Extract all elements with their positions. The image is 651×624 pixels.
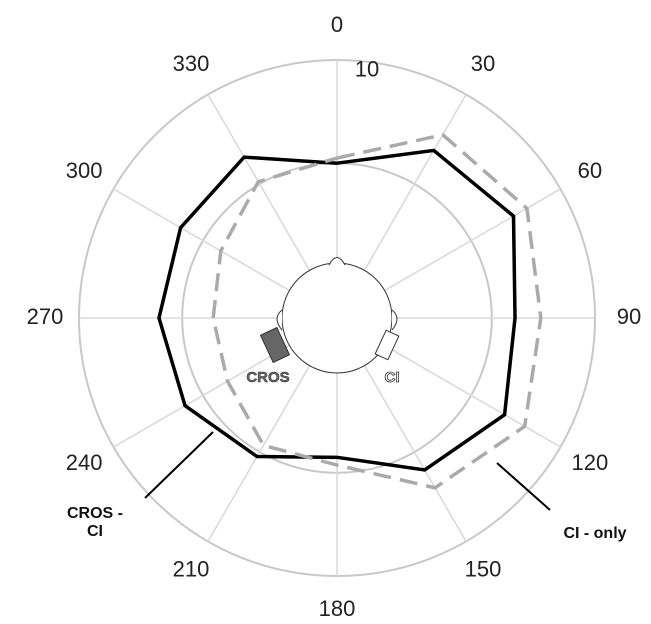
series-line bbox=[157, 148, 517, 472]
angle-label: 90 bbox=[617, 304, 641, 329]
angle-label: 120 bbox=[572, 450, 609, 475]
device-label: CROS bbox=[246, 369, 289, 386]
angle-label: 30 bbox=[471, 51, 495, 76]
angle-label: 0 bbox=[331, 12, 343, 37]
cros-device bbox=[259, 326, 291, 364]
device-label: CI bbox=[385, 369, 400, 386]
legend-entry: CROS - CI bbox=[67, 505, 123, 540]
legend-entry: CI - only bbox=[563, 525, 627, 542]
head bbox=[276, 257, 398, 374]
angle-label: 150 bbox=[465, 557, 502, 582]
angle-label: 330 bbox=[173, 51, 210, 76]
leader-line bbox=[496, 462, 551, 511]
series-line bbox=[211, 132, 543, 490]
angle-label: 240 bbox=[66, 450, 103, 475]
angle-label: 210 bbox=[173, 557, 210, 582]
angle-label: 60 bbox=[578, 158, 602, 183]
leader-line bbox=[144, 431, 214, 499]
angle-label: 270 bbox=[27, 304, 64, 329]
r-tick-label: 10 bbox=[355, 56, 379, 81]
angle-label: 300 bbox=[66, 158, 103, 183]
ci-device bbox=[374, 329, 400, 361]
angle-label: 180 bbox=[319, 596, 356, 621]
